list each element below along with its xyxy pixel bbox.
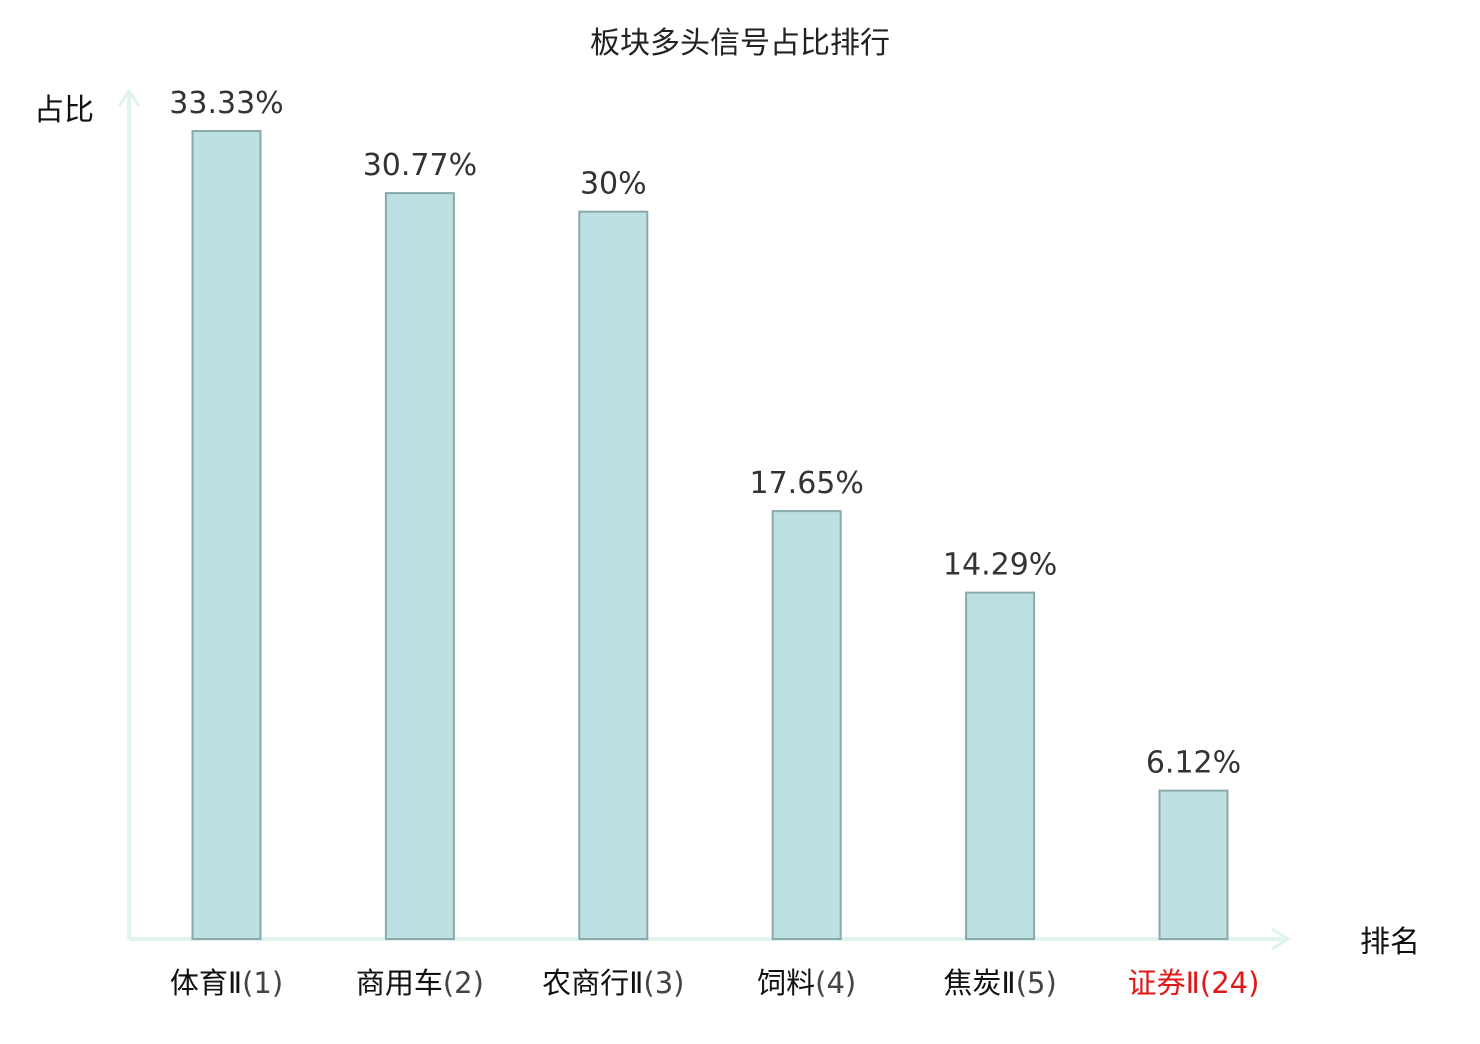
bar-4 — [771, 510, 842, 940]
category-rank: (2) — [443, 966, 484, 1000]
bar-value-label-6: 6.12% — [1146, 746, 1241, 781]
axes — [117, 88, 1291, 951]
category-name: 焦炭Ⅱ — [943, 966, 1015, 1000]
category-name: 证券Ⅱ — [1128, 966, 1200, 1000]
category-label-3: 农商行Ⅱ(3) — [542, 966, 684, 1000]
category-name: 体育Ⅱ — [170, 966, 242, 1000]
y-axis-arrow — [117, 88, 141, 107]
category-name: 饲料 — [757, 966, 815, 1000]
category-rank: (3) — [643, 966, 684, 1000]
bar-5 — [965, 591, 1036, 940]
category-rank: (1) — [242, 966, 283, 1000]
bar-2 — [384, 192, 455, 941]
bars-group — [191, 130, 1229, 941]
category-label-5: 焦炭Ⅱ(5) — [943, 966, 1056, 1000]
bar-value-label-1: 33.33% — [169, 86, 283, 121]
category-name: 农商行Ⅱ — [542, 966, 643, 1000]
category-rank: (24) — [1200, 966, 1260, 1000]
bar-value-label-5: 14.29% — [943, 548, 1057, 583]
category-name: 商用车 — [356, 966, 443, 1000]
category-label-1: 体育Ⅱ(1) — [170, 966, 283, 1000]
bar-value-label-2: 30.77% — [363, 148, 477, 183]
chart-title: 板块多头信号占比排行 — [590, 26, 890, 61]
bar-6 — [1158, 789, 1229, 940]
category-label-2: 商用车(2) — [356, 966, 484, 1000]
bar-value-label-4: 17.65% — [750, 466, 864, 501]
value-labels-group: 33.33% 30.77% 30% 17.65% 14.29% 6.12% — [169, 86, 1241, 781]
y-axis-label: 占比 — [34, 93, 94, 128]
category-rank: (4) — [815, 966, 856, 1000]
bar-value-label-3: 30% — [580, 167, 647, 202]
bar-3 — [578, 210, 649, 940]
category-labels-group: 体育Ⅱ(1) 商用车(2) 农商行Ⅱ(3) 饲料(4) 焦炭Ⅱ(5) 证券Ⅱ(24) — [170, 966, 1260, 1000]
x-axis-arrow — [1271, 927, 1291, 951]
x-axis-label: 排名 — [1360, 925, 1420, 960]
category-label-4: 饲料(4) — [757, 966, 856, 1000]
category-rank: (5) — [1016, 966, 1057, 1000]
bar-1 — [191, 130, 262, 940]
category-label-6: 证券Ⅱ(24) — [1128, 966, 1260, 1000]
